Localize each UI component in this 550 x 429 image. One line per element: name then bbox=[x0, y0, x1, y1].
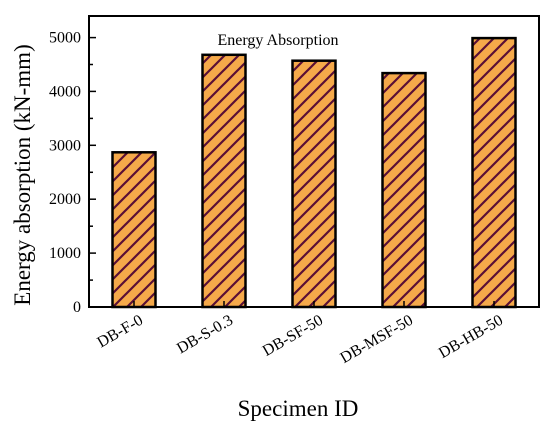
y-tick-label: 4000 bbox=[49, 83, 81, 100]
x-tick-label: DB-HB-50 bbox=[436, 312, 506, 362]
bar-db-f-0 bbox=[111, 151, 157, 309]
bar-db-s-0-3 bbox=[201, 53, 247, 309]
chart-title: Energy Absorption bbox=[217, 32, 338, 49]
bar-db-msf-50 bbox=[381, 71, 427, 309]
x-tick-label: DB-F-0 bbox=[94, 312, 146, 352]
bar-db-hb-50 bbox=[471, 36, 517, 309]
x-tick-label: DB-MSF-50 bbox=[337, 312, 416, 367]
x-tick-label: DB-S-0.3 bbox=[174, 312, 236, 358]
y-axis-title: Energy absorption (kN-mm) bbox=[10, 44, 35, 305]
y-tick-label: 1000 bbox=[49, 245, 81, 262]
y-tick-label: 5000 bbox=[49, 30, 81, 47]
x-tick-label: DB-SF-50 bbox=[260, 312, 326, 360]
x-axis-title: Specimen ID bbox=[238, 396, 359, 421]
y-tick-label: 3000 bbox=[49, 137, 81, 154]
y-tick-label: 0 bbox=[73, 299, 81, 316]
bars-layer bbox=[111, 36, 517, 309]
y-tick-label: 2000 bbox=[49, 191, 81, 208]
plot-frame bbox=[88, 15, 540, 308]
bar-db-sf-50 bbox=[291, 59, 337, 309]
